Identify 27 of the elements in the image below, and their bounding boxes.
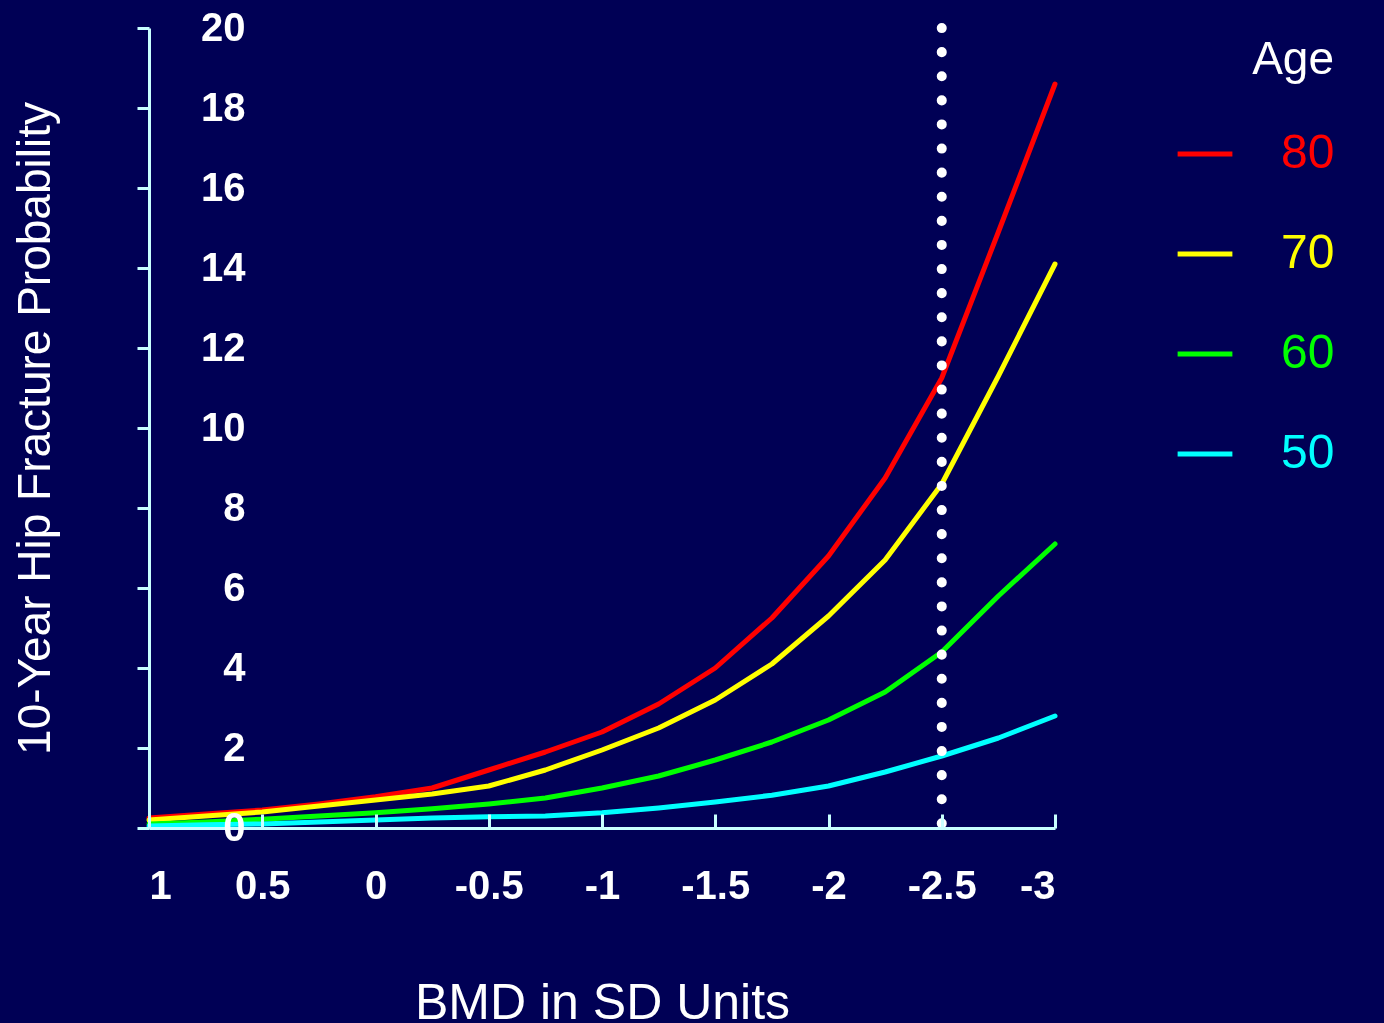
y-axis-title: 10-Year Hip Fracture Probability [7, 102, 60, 755]
x-tick-label: -0.5 [454, 862, 524, 907]
y-tick-label: 8 [223, 484, 246, 529]
y-tick-label: 0 [223, 804, 246, 849]
y-tick-label: 6 [223, 564, 246, 609]
y-tick-label: 2 [223, 724, 246, 769]
y-tick-label: 18 [201, 84, 246, 129]
x-tick-label: -1.5 [681, 862, 751, 907]
legend-label: 80 [1281, 125, 1335, 178]
x-tick-label: 1 [149, 862, 172, 907]
legend-label: 60 [1281, 325, 1335, 378]
x-tick-label: 0 [364, 862, 388, 907]
x-tick-label: 0.5 [234, 862, 291, 907]
x-tick-label: -2.5 [907, 862, 977, 907]
legend-title: Age [1252, 32, 1334, 84]
x-tick-label: -3 [1019, 862, 1056, 907]
x-axis-title: BMD in SD Units [414, 973, 791, 1023]
legend-label: 70 [1281, 225, 1335, 278]
y-tick-label: 16 [201, 164, 246, 209]
y-tick-label: 10 [201, 404, 246, 449]
x-tick-label: -2 [811, 862, 847, 907]
legend-label: 50 [1281, 425, 1335, 478]
y-tick-label: 20 [201, 4, 246, 49]
x-tick-label: -1 [584, 862, 621, 907]
y-tick-label: 12 [201, 324, 246, 369]
y-tick-label: 4 [223, 644, 247, 689]
y-tick-label: 14 [201, 244, 247, 289]
